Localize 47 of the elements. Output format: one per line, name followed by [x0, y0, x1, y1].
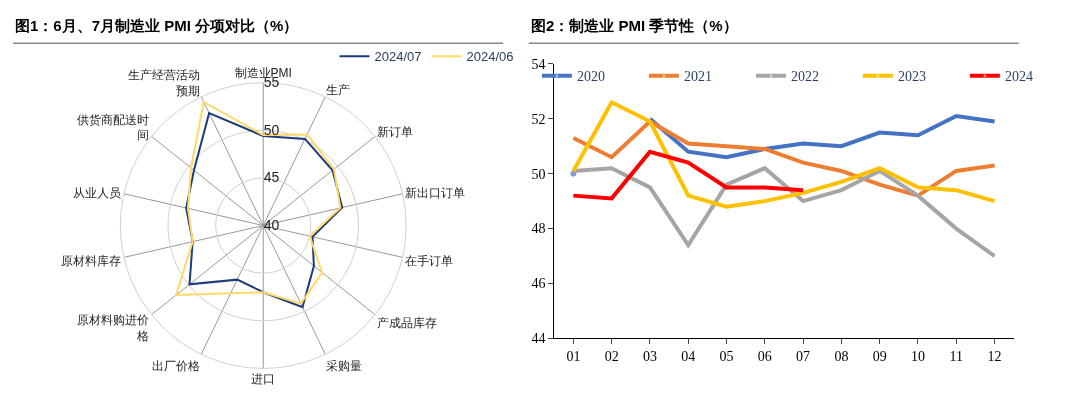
spoke-label: 新订单: [377, 125, 414, 140]
spoke-label: 进口: [251, 372, 276, 387]
x-tick-label: 04: [681, 349, 696, 365]
y-tick-label: 50: [531, 166, 546, 182]
y-tick-label: 52: [531, 111, 546, 127]
x-tick-label: 08: [834, 349, 849, 365]
legend-label: 2022: [790, 69, 819, 85]
line-series: [571, 119, 997, 198]
legend-label: 2024/06: [466, 49, 514, 65]
y-tick-label: 46: [531, 276, 546, 292]
x-tick-label: 05: [719, 349, 734, 365]
legend-label: 2024: [1004, 69, 1033, 85]
spoke-label: 原材料库存: [61, 253, 122, 268]
x-tick-label: 07: [796, 349, 811, 365]
chart-title: 图2：制造业 PMI 季节性（%）: [531, 17, 738, 34]
x-tick-label: 06: [757, 349, 772, 365]
spoke-label: 产成品库存: [377, 316, 438, 331]
y-tick-label: 44: [531, 331, 546, 347]
x-tick-label: 12: [987, 349, 1002, 365]
chart-title: 图1：6月、7月制造业 PMI 分项对比（%）: [15, 17, 299, 34]
y-tick-label: 45: [263, 169, 280, 186]
legend-label: 2023: [897, 69, 926, 85]
spoke-label: 生产经营活动预期: [128, 68, 200, 98]
legend-label: 2024/07: [374, 49, 422, 65]
spoke-label: 从业人员: [73, 185, 122, 200]
y-tick-label: 48: [531, 221, 546, 237]
x-tick-label: 09: [872, 349, 887, 365]
x-tick-label: 10: [910, 349, 925, 365]
line-series: [571, 166, 997, 259]
spoke-label: 新出口订单: [405, 185, 466, 200]
x-tick-label: 01: [566, 349, 581, 365]
x-tick-label: 02: [604, 349, 619, 365]
y-tick-label: 40: [263, 217, 280, 234]
spoke-label: 原材料购进价格: [77, 313, 150, 343]
line-series: [571, 149, 806, 201]
y-tick-label: 50: [263, 121, 280, 138]
legend-label: 2020: [576, 69, 605, 85]
spoke-label: 供货商配送时间: [77, 112, 150, 143]
spoke-label: 出厂价格: [152, 358, 200, 373]
line-series: [571, 100, 997, 209]
spoke-label: 生产: [326, 82, 351, 97]
spoke-label: 在手订单: [405, 253, 454, 268]
x-tick-label: 03: [642, 349, 657, 365]
x-tick-label: 11: [949, 349, 963, 365]
legend-label: 2021: [683, 69, 712, 85]
y-tick-label: 54: [531, 56, 546, 72]
spoke-label: 采购量: [326, 358, 363, 373]
